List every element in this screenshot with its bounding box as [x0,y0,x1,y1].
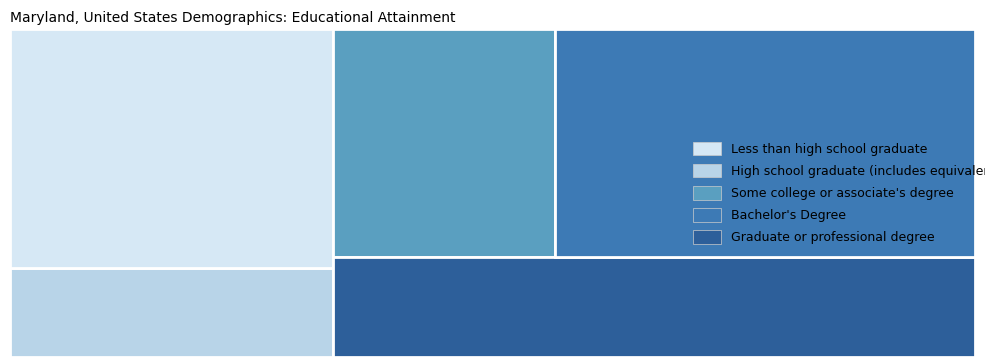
Text: Maryland, United States Demographics: Educational Attainment: Maryland, United States Demographics: Ed… [10,11,455,25]
Legend: Less than high school graduate, High school graduate (includes equivalency), Som: Less than high school graduate, High sch… [687,135,985,250]
Bar [10,268,333,357]
Bar [333,29,556,257]
Bar [10,29,333,268]
Bar [556,29,975,257]
Bar [333,257,975,357]
